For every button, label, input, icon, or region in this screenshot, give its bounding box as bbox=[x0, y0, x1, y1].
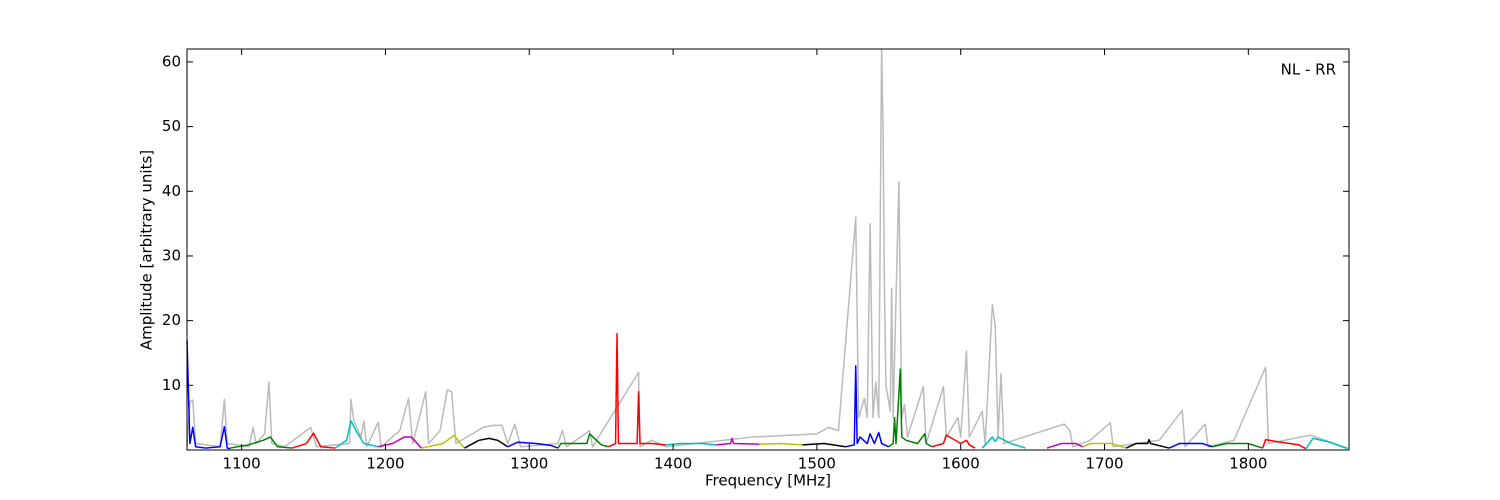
series-line bbox=[186, 48, 1348, 449]
series-line bbox=[1212, 442, 1263, 449]
y-tick-label: 20 bbox=[162, 311, 181, 329]
x-tick-label: 1400 bbox=[654, 455, 692, 473]
y-tick-label: 60 bbox=[162, 52, 181, 70]
series-line bbox=[1125, 438, 1170, 449]
x-tick-label: 1500 bbox=[798, 455, 836, 473]
series-line bbox=[759, 442, 803, 446]
series-line bbox=[888, 368, 933, 448]
series-line bbox=[608, 332, 666, 448]
series-line bbox=[1262, 438, 1307, 450]
y-axis-label: Amplitude [arbitrary units] bbox=[138, 150, 156, 350]
series-line bbox=[464, 437, 509, 449]
y-tick-label: 50 bbox=[162, 117, 181, 135]
series-line bbox=[1082, 442, 1127, 449]
series-line bbox=[230, 436, 293, 449]
series-line bbox=[1046, 442, 1084, 449]
x-tick-label: 1200 bbox=[366, 455, 404, 473]
series-line bbox=[1168, 442, 1213, 449]
series-line bbox=[557, 433, 609, 449]
y-tick-label: 40 bbox=[162, 182, 181, 200]
x-tick-label: 1600 bbox=[942, 455, 980, 473]
series-line bbox=[291, 432, 336, 449]
series-line bbox=[186, 340, 231, 450]
series-line bbox=[378, 436, 422, 449]
series-line bbox=[421, 434, 466, 449]
series-line bbox=[716, 437, 760, 446]
plot-frame bbox=[186, 48, 1350, 451]
series-line bbox=[1305, 437, 1348, 450]
x-axis-label: Frequency [MHz] bbox=[705, 472, 831, 490]
series-line bbox=[931, 434, 976, 449]
series-line bbox=[981, 436, 1026, 449]
x-tick-label: 1300 bbox=[510, 455, 548, 473]
series-line bbox=[507, 441, 559, 449]
y-tick-label: 30 bbox=[162, 246, 181, 264]
annotation: NL - RR bbox=[1281, 61, 1336, 79]
x-tick-label: 1100 bbox=[223, 455, 261, 473]
x-tick-label: 1700 bbox=[1085, 455, 1123, 473]
x-tick-label: 1800 bbox=[1229, 455, 1267, 473]
y-tick-label: 10 bbox=[162, 376, 181, 394]
series-line bbox=[334, 420, 379, 449]
series-line bbox=[802, 442, 846, 448]
series-line bbox=[845, 365, 890, 448]
